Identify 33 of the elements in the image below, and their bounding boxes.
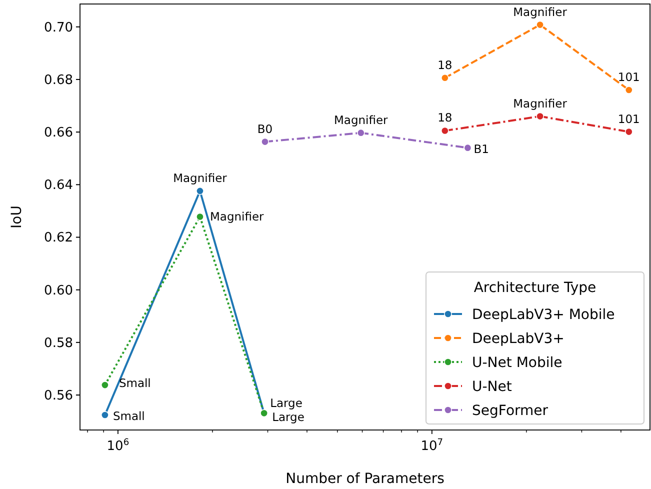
- annotation: Large: [272, 410, 304, 424]
- y-tick-label: 0.68: [44, 72, 73, 88]
- legend-label: U-Net Mobile: [472, 355, 562, 371]
- legend-label: DeepLabV3+: [472, 331, 564, 347]
- y-tick-label: 0.60: [44, 283, 73, 298]
- annotation: Magnifier: [334, 112, 388, 127]
- annotation: 101: [618, 112, 640, 126]
- legend-label: SegFormer: [472, 403, 548, 419]
- y-tick-label: 0.58: [44, 336, 73, 351]
- annotation: Magnifier: [210, 210, 264, 224]
- y-tick-label: 0.64: [44, 178, 73, 194]
- y-axis-title: IoU: [9, 206, 25, 228]
- x-axis-title: Number of Parameters: [286, 471, 444, 487]
- annotation: B1: [474, 142, 489, 156]
- annotation: Small: [118, 376, 151, 390]
- x-tick-label: 10$^{6}$: [106, 438, 130, 454]
- legend-label: U-Net: [472, 379, 512, 395]
- legend-title: Architecture Type: [474, 280, 596, 296]
- annotation: Large: [270, 396, 302, 410]
- x-tick-label: 10$^{7}$: [420, 438, 444, 454]
- y-tick-label: 0.66: [44, 126, 73, 141]
- y-tick-label: 0.70: [44, 20, 73, 36]
- annotation: Magnifier: [513, 96, 568, 110]
- annotation: 18: [438, 110, 452, 125]
- legend-label: DeepLabV3+ Mobile: [472, 307, 615, 323]
- annotation: Small: [112, 409, 145, 424]
- y-tick-label: 0.62: [44, 230, 73, 246]
- annotation: 18: [438, 58, 452, 72]
- annotation: Magnifier: [513, 4, 568, 19]
- annotation: 101: [618, 70, 640, 84]
- annotation: Magnifier: [173, 170, 228, 185]
- annotation: B0: [257, 122, 273, 136]
- y-tick-label: 0.56: [44, 388, 73, 404]
